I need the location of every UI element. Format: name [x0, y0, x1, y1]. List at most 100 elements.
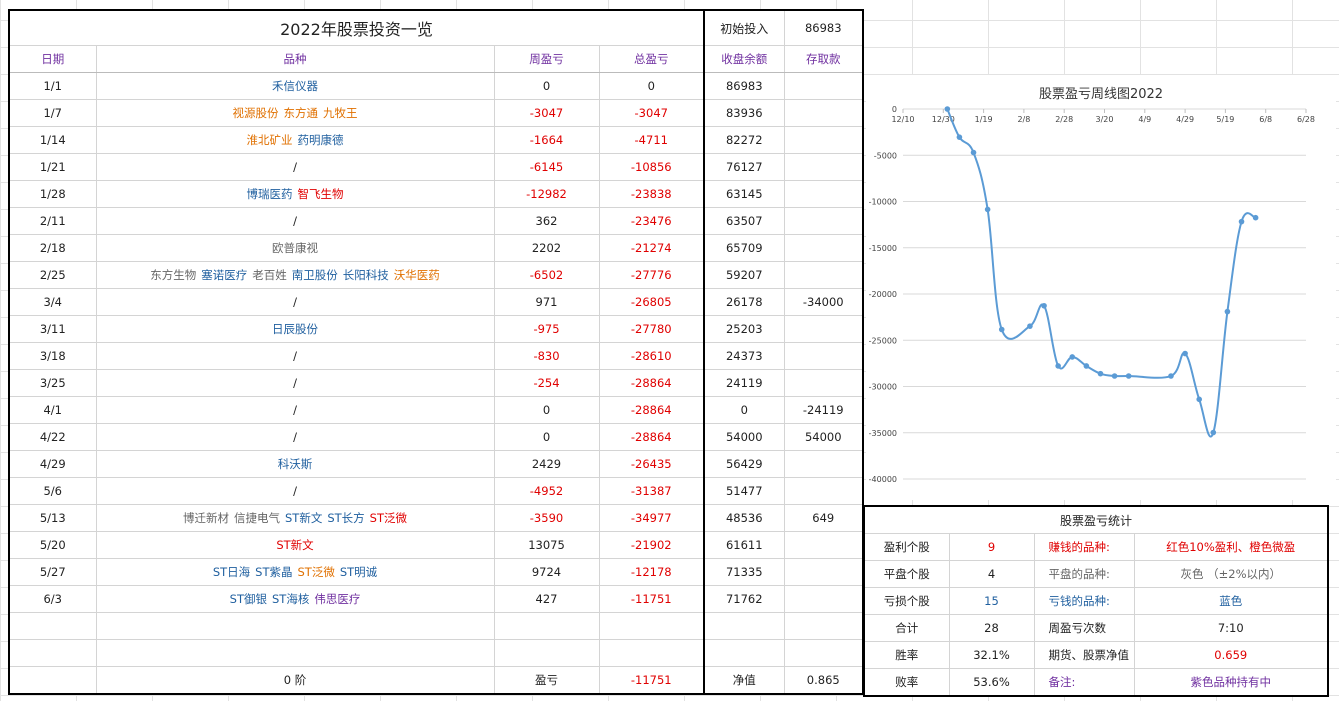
cell-date[interactable]: 1/28 — [8, 180, 97, 208]
cell-balance[interactable]: 0 — [703, 396, 785, 424]
pl-value[interactable]: -11751 — [598, 666, 705, 695]
cell-deposit[interactable] — [783, 180, 864, 208]
column-header[interactable]: 品种 — [95, 45, 495, 73]
cell-variety[interactable]: / — [95, 153, 495, 181]
cell-week-pl[interactable]: 0 — [493, 396, 600, 424]
cell-variety[interactable]: 视源股份 东方通 九牧王 — [95, 99, 495, 127]
cell-week-pl[interactable]: -6502 — [493, 261, 600, 289]
empty-cell[interactable] — [8, 666, 97, 695]
cell-total-pl[interactable]: -10856 — [598, 153, 705, 181]
cell-deposit[interactable] — [783, 315, 864, 343]
cell-week-pl[interactable]: 2202 — [493, 234, 600, 262]
empty-cell[interactable] — [493, 612, 600, 640]
cell-total-pl[interactable]: -28864 — [598, 396, 705, 424]
cell-variety[interactable]: / — [95, 396, 495, 424]
cell-date[interactable]: 5/27 — [8, 558, 97, 586]
cell-date[interactable]: 3/4 — [8, 288, 97, 316]
cell-deposit[interactable] — [783, 342, 864, 370]
cell-total-pl[interactable]: -21274 — [598, 234, 705, 262]
legend-key[interactable]: 平盘的品种: — [1033, 560, 1135, 588]
cell-total-pl[interactable]: -23476 — [598, 207, 705, 235]
stats-key[interactable]: 合计 — [863, 614, 950, 642]
cell-date[interactable]: 1/7 — [8, 99, 97, 127]
cell-balance[interactable]: 26178 — [703, 288, 785, 316]
cell-total-pl[interactable]: -34977 — [598, 504, 705, 532]
cell-deposit[interactable] — [783, 99, 864, 127]
cell-total-pl[interactable]: -31387 — [598, 477, 705, 505]
cell-total-pl[interactable]: -27780 — [598, 315, 705, 343]
cell-date[interactable]: 4/29 — [8, 450, 97, 478]
cell-variety[interactable]: / — [95, 369, 495, 397]
cell-deposit[interactable]: 54000 — [783, 423, 864, 451]
cell-week-pl[interactable]: -12982 — [493, 180, 600, 208]
cell-variety[interactable]: 科沃斯 — [95, 450, 495, 478]
column-header[interactable]: 总盈亏 — [598, 45, 705, 73]
cell-total-pl[interactable]: -21902 — [598, 531, 705, 559]
stats-value[interactable]: 9 — [948, 533, 1035, 561]
cell-date[interactable]: 2/25 — [8, 261, 97, 289]
cell-balance[interactable]: 54000 — [703, 423, 785, 451]
cell-date[interactable]: 2/18 — [8, 234, 97, 262]
cell-balance[interactable]: 83936 — [703, 99, 785, 127]
legend-value[interactable]: 7:10 — [1133, 614, 1329, 642]
cell-deposit[interactable]: 649 — [783, 504, 864, 532]
cell-week-pl[interactable]: -254 — [493, 369, 600, 397]
cell-deposit[interactable] — [783, 234, 864, 262]
cell-variety[interactable]: 日辰股份 — [95, 315, 495, 343]
weekly-pl-chart[interactable]: 股票盈亏周线图2022 0 -5000 -10000 -15000 -20000 -250… — [866, 75, 1336, 500]
cell-week-pl[interactable]: 13075 — [493, 531, 600, 559]
empty-cell[interactable] — [703, 612, 785, 640]
legend-key[interactable]: 备注: — [1033, 668, 1135, 697]
stats-key[interactable]: 平盘个股 — [863, 560, 950, 588]
cell-date[interactable]: 5/13 — [8, 504, 97, 532]
cell-deposit[interactable]: -24119 — [783, 396, 864, 424]
cell-deposit[interactable] — [783, 369, 864, 397]
legend-value[interactable]: 灰色 （±2%以内） — [1133, 560, 1329, 588]
cell-balance[interactable]: 71762 — [703, 585, 785, 613]
cell-week-pl[interactable]: -4952 — [493, 477, 600, 505]
cell-date[interactable]: 1/21 — [8, 153, 97, 181]
cell-balance[interactable]: 51477 — [703, 477, 785, 505]
cell-deposit[interactable] — [783, 261, 864, 289]
cell-balance[interactable]: 59207 — [703, 261, 785, 289]
cell-deposit[interactable] — [783, 126, 864, 154]
empty-cell[interactable] — [598, 639, 705, 667]
stats-value[interactable]: 28 — [948, 614, 1035, 642]
stats-key[interactable]: 败率 — [863, 668, 950, 697]
legend-value[interactable]: 红色10%盈利、橙色微盈 — [1133, 533, 1329, 561]
stats-value[interactable]: 32.1% — [948, 641, 1035, 669]
cell-date[interactable]: 5/6 — [8, 477, 97, 505]
cell-week-pl[interactable]: 427 — [493, 585, 600, 613]
empty-cell[interactable] — [493, 639, 600, 667]
cell-total-pl[interactable]: -28864 — [598, 369, 705, 397]
cell-total-pl[interactable]: -3047 — [598, 99, 705, 127]
cell-date[interactable]: 5/20 — [8, 531, 97, 559]
stats-key[interactable]: 盈利个股 — [863, 533, 950, 561]
cell-balance[interactable]: 82272 — [703, 126, 785, 154]
cell-date[interactable]: 6/3 — [8, 585, 97, 613]
cell-deposit[interactable] — [783, 72, 864, 100]
cell-total-pl[interactable]: -11751 — [598, 585, 705, 613]
cell-variety[interactable]: / — [95, 288, 495, 316]
cell-total-pl[interactable]: -26435 — [598, 450, 705, 478]
cell-balance[interactable]: 48536 — [703, 504, 785, 532]
cell-deposit[interactable] — [783, 450, 864, 478]
nav-value[interactable]: 0.865 — [783, 666, 864, 695]
stats-key[interactable]: 胜率 — [863, 641, 950, 669]
cell-week-pl[interactable]: -3590 — [493, 504, 600, 532]
cell-week-pl[interactable]: -975 — [493, 315, 600, 343]
column-header[interactable]: 收盘余额 — [703, 45, 785, 73]
legend-value[interactable]: 蓝色 — [1133, 587, 1329, 615]
stats-value[interactable]: 4 — [948, 560, 1035, 588]
cell-week-pl[interactable]: 2429 — [493, 450, 600, 478]
empty-cell[interactable] — [8, 612, 97, 640]
nav-label[interactable]: 净值 — [703, 666, 785, 695]
cell-total-pl[interactable]: -27776 — [598, 261, 705, 289]
cell-date[interactable]: 4/1 — [8, 396, 97, 424]
cell-week-pl[interactable]: -1664 — [493, 126, 600, 154]
cell-deposit[interactable] — [783, 585, 864, 613]
cell-date[interactable]: 1/14 — [8, 126, 97, 154]
empty-cell[interactable] — [783, 612, 864, 640]
cell-balance[interactable]: 65709 — [703, 234, 785, 262]
cell-date[interactable]: 1/1 — [8, 72, 97, 100]
